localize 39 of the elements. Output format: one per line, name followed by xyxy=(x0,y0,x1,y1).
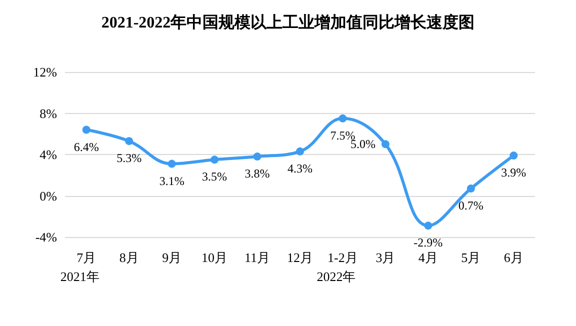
point xyxy=(381,140,390,148)
point xyxy=(338,114,347,122)
x-tick-label: 6月 xyxy=(504,250,524,265)
data-label: 5.3% xyxy=(116,151,142,166)
data-label: 3.5% xyxy=(202,170,228,184)
data-label: 4.3% xyxy=(288,161,312,176)
point xyxy=(253,152,262,161)
point xyxy=(510,152,518,160)
x-tick-label: 12月 xyxy=(287,250,313,265)
x-tick-label: 3月 xyxy=(376,250,396,265)
data-label: 0.7% xyxy=(458,198,484,213)
data-label: -2.9% xyxy=(414,236,443,250)
data-label: 3.8% xyxy=(244,166,270,181)
x-tick-label: 5月 xyxy=(461,250,481,265)
x-tick-label: 10月 xyxy=(202,250,228,265)
y-tick-label: -4% xyxy=(35,230,58,244)
text: 2022年 xyxy=(316,269,356,284)
data-label: 6.4% xyxy=(74,140,99,154)
x-tick-label: 1-2月 xyxy=(328,250,358,265)
x-tick-label: 4月 xyxy=(418,250,438,265)
data-label: 3.1% xyxy=(159,174,184,188)
y-tick-label: 8% xyxy=(40,106,58,121)
point xyxy=(168,160,176,168)
x-tick-label: 8月 xyxy=(119,250,139,265)
x-tick-label: 7月 xyxy=(76,250,96,265)
point xyxy=(210,156,219,164)
y-tick-label: 12% xyxy=(33,64,58,80)
y-tick-label: 0% xyxy=(40,188,58,204)
x-tick-label: 9月 xyxy=(162,250,182,265)
y-tick-label: 4% xyxy=(40,147,58,162)
point xyxy=(296,147,304,156)
point xyxy=(424,222,432,230)
point xyxy=(466,184,475,193)
x-tick-label: 11月 xyxy=(244,250,270,265)
text: 2021年 xyxy=(60,269,100,284)
data-label: 3.9% xyxy=(501,166,526,180)
point xyxy=(82,126,90,134)
chart-title: 2021-2022年中国规模以上工业增加值同比增长速度图 xyxy=(101,12,475,32)
point xyxy=(125,137,134,146)
